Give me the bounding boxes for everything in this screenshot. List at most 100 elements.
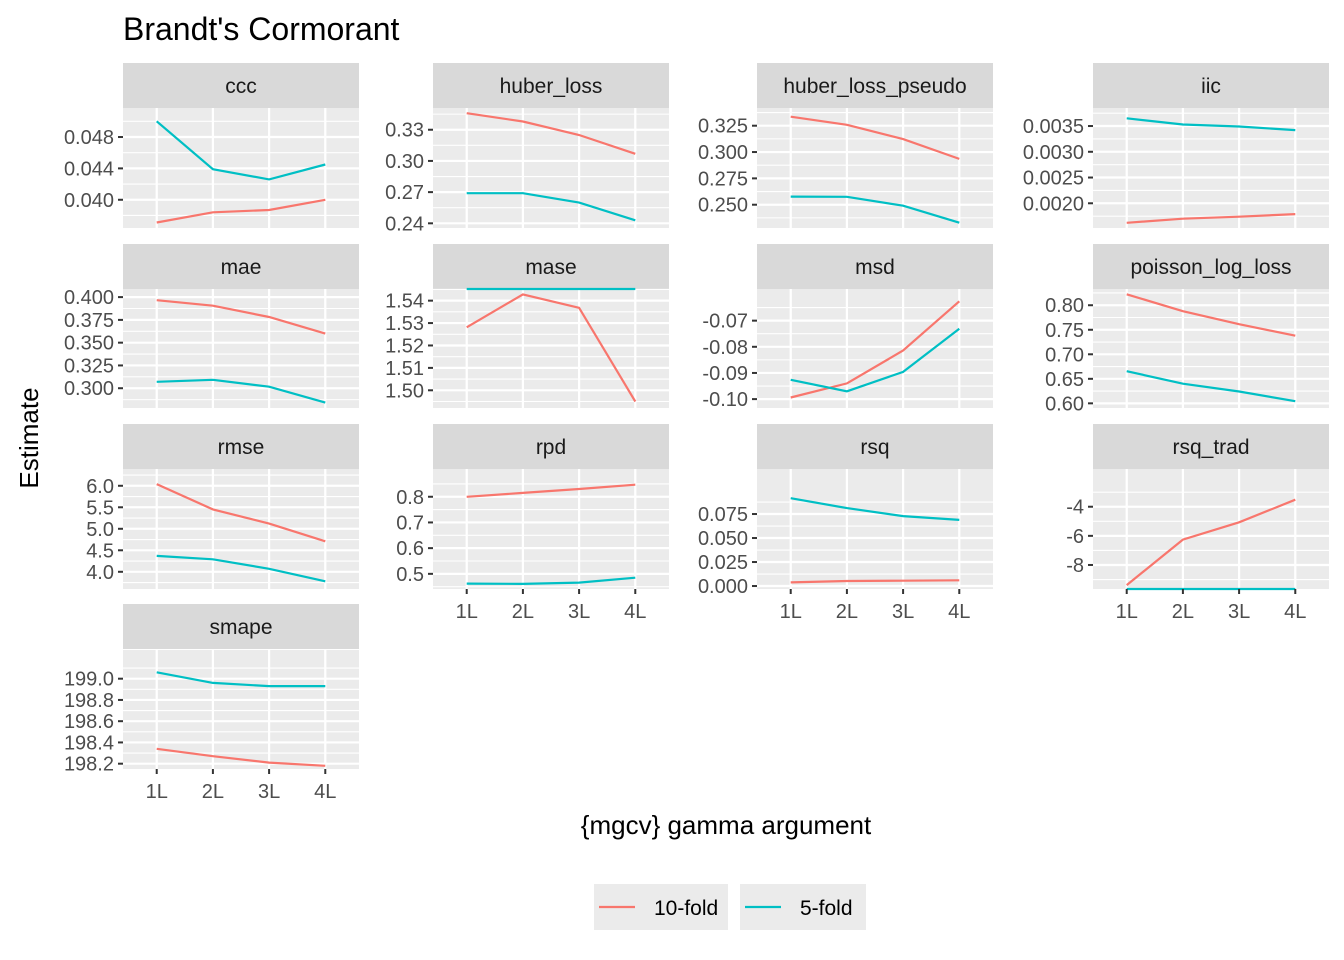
- x-tick-label: 2L: [1172, 601, 1194, 623]
- series-line-10-fold: [1126, 293, 1296, 337]
- x-tick-label: 4L: [314, 781, 336, 803]
- facet-strip-label: poisson_log_loss: [1130, 256, 1291, 279]
- y-tick-label: -8: [1066, 555, 1084, 577]
- y-tick-label: 1.50: [385, 380, 424, 402]
- y-tick-label: 0.30: [385, 151, 424, 173]
- y-tick-label: 4.5: [86, 540, 114, 562]
- y-tick-label: 5.0: [86, 519, 114, 541]
- x-tick-label: 2L: [512, 601, 534, 623]
- panel-background: [1093, 289, 1329, 408]
- series-line-5-fold: [790, 327, 960, 393]
- series-line-10-fold: [156, 299, 326, 335]
- y-tick-label: 0.0020: [1023, 193, 1084, 215]
- y-tick-label: 0.250: [698, 195, 748, 217]
- series-line-5-fold: [156, 378, 326, 404]
- y-tick-label: 0.400: [64, 287, 114, 309]
- x-tick-label: 1L: [456, 601, 478, 623]
- legend: 10-fold 5-fold: [594, 884, 866, 930]
- y-tick-label: 0.0035: [1023, 116, 1084, 138]
- y-tick-label: 0.27: [385, 182, 424, 204]
- facet-strip-label: huber_loss_pseudo: [783, 75, 966, 98]
- y-tick-label: 0.65: [1045, 369, 1084, 391]
- series-line-5-fold: [1126, 117, 1296, 132]
- series-line-10-fold: [156, 198, 326, 224]
- facet-strip-label: rsq_trad: [1172, 436, 1249, 459]
- facet-strip: [1093, 424, 1329, 469]
- facet-strip-label: mae: [221, 256, 262, 279]
- y-tick-label: 1.51: [385, 358, 424, 380]
- x-tick-label: 3L: [258, 781, 280, 803]
- facet-rsq-trad: rsq_trad -8 -6 -4 1L 2L 3L 4L: [1066, 424, 1329, 623]
- series-line-10-fold: [156, 747, 326, 767]
- y-tick-label: -0.10: [702, 389, 748, 411]
- y-tick-label: 0.040: [64, 190, 114, 212]
- panel-background: [433, 469, 669, 589]
- x-tick-label: 4L: [624, 601, 646, 623]
- series-line-5-fold: [466, 576, 636, 586]
- y-tick-label: 0.375: [64, 310, 114, 332]
- panel-background: [757, 289, 993, 408]
- facet-strip: [757, 63, 993, 108]
- y-tick-label: 0.075: [698, 504, 748, 526]
- facet-mase: mase 1.501.511.521.531.54: [385, 244, 669, 408]
- y-tick-label: -0.09: [702, 363, 748, 385]
- panel-background: [433, 108, 669, 228]
- facet-strip-label: rpd: [536, 436, 566, 459]
- facet-strip-label: rsq: [860, 436, 889, 459]
- panel-background: [433, 289, 669, 408]
- y-tick-label: 199.0: [64, 669, 114, 691]
- panel-background: [1093, 469, 1329, 589]
- series-line-5-fold: [155, 120, 326, 181]
- legend-label: 10-fold: [654, 897, 718, 920]
- y-tick-label: 4.0: [86, 562, 114, 584]
- y-tick-label: 0.300: [698, 142, 748, 164]
- y-tick-label: 198.2: [64, 754, 114, 776]
- series-line-5-fold: [156, 671, 326, 688]
- facet-strip-label: smape: [209, 616, 272, 639]
- x-tick-label: 3L: [568, 601, 590, 623]
- y-tick-label: 5.5: [86, 497, 114, 519]
- chart-title: Brandt's Cormorant: [123, 11, 400, 47]
- y-tick-label: 0.33: [385, 120, 424, 142]
- panel-background: [757, 108, 993, 228]
- x-tick-label: 4L: [948, 601, 970, 623]
- y-tick-label: 0.325: [698, 116, 748, 138]
- y-tick-label: -4: [1066, 497, 1084, 519]
- facet-strip-label: huber_loss: [500, 75, 603, 98]
- y-tick-label: 0.70: [1045, 344, 1084, 366]
- series-line-10-fold: [466, 483, 636, 498]
- facet-strip-label: iic: [1201, 75, 1221, 98]
- facet-strip: [123, 604, 359, 649]
- panel-background: [123, 289, 359, 408]
- series-line-10-fold: [466, 293, 637, 403]
- facet-strip-label: mase: [525, 256, 576, 279]
- y-tick-label: 0.048: [64, 127, 114, 149]
- facet-strip: [757, 244, 993, 289]
- x-tick-label: 1L: [1116, 601, 1138, 623]
- x-tick-label: 4L: [1284, 601, 1306, 623]
- y-tick-label: 0.5: [396, 564, 424, 586]
- series-line-10-fold: [1126, 498, 1296, 586]
- legend-item-5-fold: 5-fold: [740, 884, 866, 930]
- facet-panels: ccc 0.040 0.044 0.048 huber_loss 0.24 0.27 0.30…: [64, 63, 1329, 803]
- facet-huber-loss: huber_loss 0.24 0.27 0.30 0.33: [385, 63, 669, 235]
- facet-msd: msd -0.10 -0.09 -0.08 -0.07: [702, 244, 993, 411]
- x-axis-title: {mgcv} gamma argument: [581, 810, 872, 840]
- x-tick-label: 2L: [836, 601, 858, 623]
- y-tick-label: 198.4: [64, 732, 114, 754]
- y-tick-label: 0.275: [698, 168, 748, 190]
- facet-huber-loss-pseudo: huber_loss_pseudo 0.250 0.275 0.300 0.325: [698, 63, 993, 228]
- x-tick-label: 3L: [892, 601, 914, 623]
- series-line-5-fold: [156, 554, 326, 583]
- y-tick-label: 198.8: [64, 690, 114, 712]
- series-line-5-fold: [790, 195, 960, 224]
- y-tick-label: -6: [1066, 526, 1084, 548]
- series-line-10-fold: [1126, 213, 1296, 224]
- facet-strip-label: rmse: [218, 436, 265, 459]
- series-line-5-fold: [790, 497, 960, 521]
- facet-strip: [123, 244, 359, 289]
- facet-strip: [433, 244, 669, 289]
- x-tick-label: 1L: [780, 601, 802, 623]
- y-tick-label: 0.050: [698, 528, 748, 550]
